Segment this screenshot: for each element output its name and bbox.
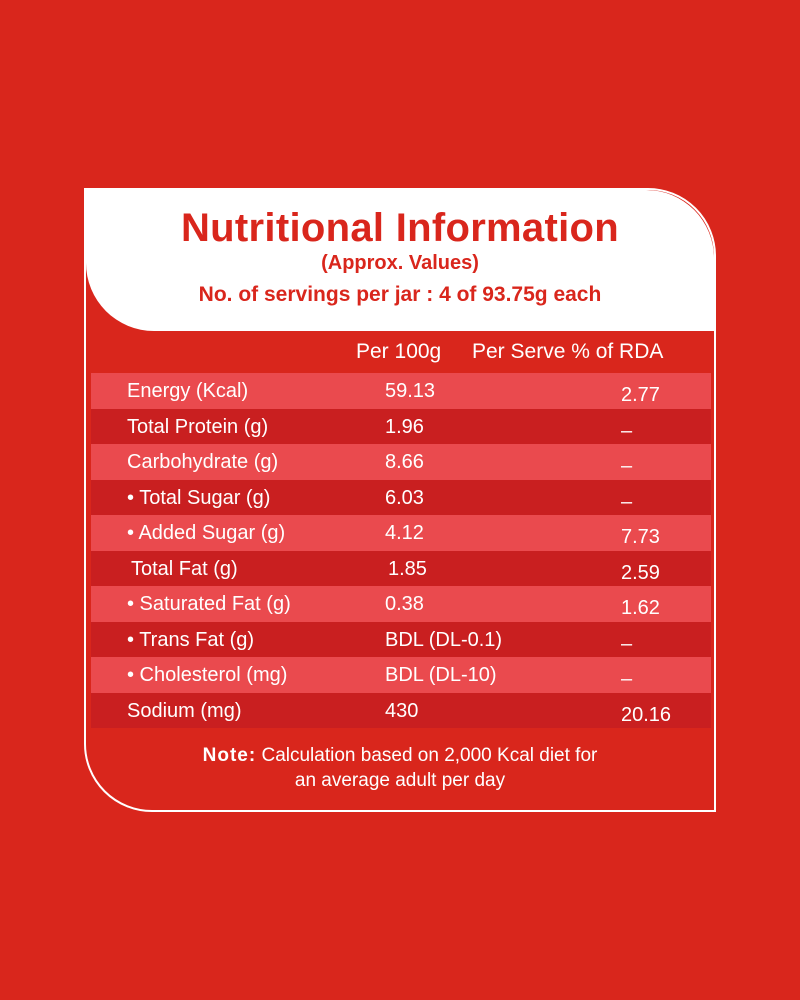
rda-value: 7.73	[621, 526, 660, 548]
table-row: Total Fat (g) 1.85 2.59	[91, 550, 711, 586]
nutrient-name: Energy (Kcal)	[127, 380, 249, 402]
rda-value: 1.62	[621, 597, 660, 619]
table-row: • Saturated Fat (g) 0.38 1.62	[91, 586, 711, 622]
per100g-value: 430	[385, 699, 419, 722]
column-headers: Per 100g Per Serve % of RDA	[86, 340, 714, 368]
per100g-value: 0.38	[385, 593, 424, 615]
nutrient-name: • Saturated Fat (g)	[127, 593, 291, 615]
servings-info: No. of servings per jar : 4 of 93.75g ea…	[198, 283, 602, 306]
nutrient-name: • Trans Fat (g)	[127, 628, 255, 651]
per100g-value: 8.66	[385, 451, 424, 473]
nutrient-name: • Added Sugar (g)	[127, 522, 286, 544]
table-row: Total Protein (g) 1.96 –	[91, 408, 711, 444]
nutrition-table: Energy (Kcal) 59.13 2.77 Total Protein (…	[91, 373, 711, 728]
rda-value: 2.59	[621, 561, 660, 584]
nutrient-name: Total Protein (g)	[127, 415, 269, 438]
rda-value: –	[621, 490, 633, 513]
note-label: Note:	[202, 745, 257, 766]
table-row: • Total Sugar (g) 6.03 –	[91, 479, 711, 515]
table-row: Sodium (mg) 430 20.16	[91, 692, 711, 728]
page-title: Nutritional Information	[181, 206, 619, 250]
footnote-line-1: Note: Calculation based on 2,000 Kcal di…	[86, 743, 714, 768]
nutrient-name: Carbohydrate (g)	[127, 451, 279, 473]
nutrient-name: Sodium (mg)	[127, 699, 242, 722]
rda-value: –	[621, 632, 633, 655]
rda-value: –	[621, 419, 633, 442]
per100g-value: 59.13	[385, 380, 436, 402]
card-header: Nutritional Information (Approx. Values)…	[86, 190, 714, 331]
per100g-value: 1.96	[385, 415, 424, 438]
rda-value: –	[621, 668, 633, 690]
rda-value: –	[621, 455, 633, 477]
per100g-value: BDL (DL-10)	[385, 664, 497, 686]
table-row: Energy (Kcal) 59.13 2.77	[91, 373, 711, 409]
nutrient-name: • Total Sugar (g)	[127, 486, 271, 509]
column-header-per-serve-rda: Per Serve % of RDA	[472, 340, 664, 363]
footnote-line-2: an average adult per day	[294, 770, 506, 791]
per100g-value: 6.03	[385, 486, 424, 509]
nutrition-card: Nutritional Information (Approx. Values)…	[84, 188, 716, 812]
table-row: • Cholesterol (mg) BDL (DL-10) –	[91, 657, 711, 693]
table-row: • Trans Fat (g) BDL (DL-0.1) –	[91, 621, 711, 657]
footnote: Note: Calculation based on 2,000 Kcal di…	[86, 743, 714, 793]
subtitle: (Approx. Values)	[321, 252, 479, 274]
nutrient-name: • Cholesterol (mg)	[127, 664, 288, 686]
column-header-per100g: Per 100g	[356, 340, 442, 363]
per100g-value: BDL (DL-0.1)	[385, 628, 503, 651]
note-text: Calculation based on 2,000 Kcal diet for	[261, 745, 598, 766]
nutrient-name: Total Fat (g)	[131, 557, 238, 580]
table-row: • Added Sugar (g) 4.12 7.73	[91, 515, 711, 551]
rda-value: 2.77	[621, 384, 660, 406]
table-row: Carbohydrate (g) 8.66 –	[91, 444, 711, 480]
rda-value: 20.16	[621, 703, 672, 726]
per100g-value: 4.12	[385, 522, 424, 544]
per100g-value: 1.85	[388, 557, 427, 580]
